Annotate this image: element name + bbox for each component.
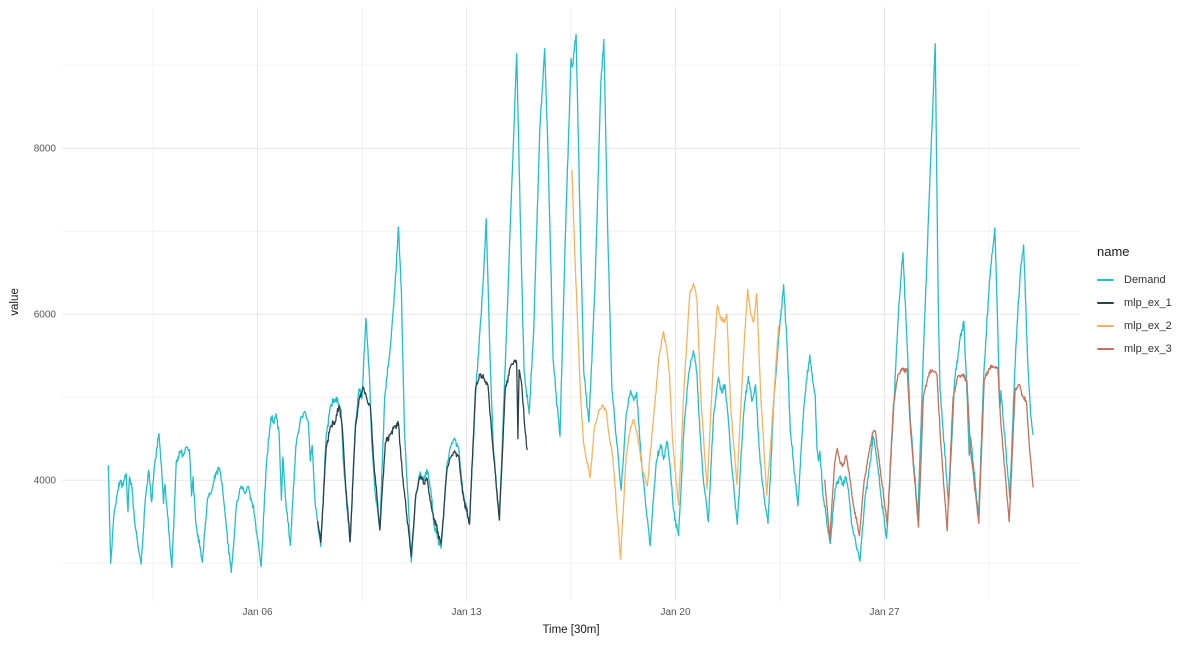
series-line-mlp-ex-1	[317, 359, 528, 558]
legend-key-line-mlp-ex-1	[1097, 301, 1114, 304]
legend-key-line-mlp-ex-3	[1097, 347, 1114, 350]
y-axis-title: value	[9, 288, 21, 316]
y-tick-label: 6000	[34, 310, 57, 321]
series-line-demand	[107, 33, 1034, 574]
y-tick-label: 8000	[34, 144, 57, 155]
legend-item-mlp-ex-1: mlp_ex_1	[1097, 291, 1172, 314]
x-tick-label: Jan 20	[660, 607, 690, 618]
series-line-mlp-ex-2	[571, 169, 780, 560]
legend-item-label: mlp_ex_2	[1124, 319, 1172, 332]
legend-title: name	[1097, 244, 1130, 259]
legend: name Demand mlp_ex_1 mlp_ex_2 mlp_ex_3	[1097, 244, 1172, 360]
x-axis-title: Time [30m]	[542, 624, 600, 636]
x-tick-label: Jan 27	[869, 607, 899, 618]
series-line-mlp-ex-3	[824, 364, 1034, 541]
legend-item-label: mlp_ex_1	[1124, 296, 1172, 309]
legend-item-demand: Demand	[1097, 268, 1172, 291]
legend-item-mlp-ex-2: mlp_ex_2	[1097, 314, 1172, 337]
legend-item-mlp-ex-3: mlp_ex_3	[1097, 337, 1172, 360]
legend-item-label: Demand	[1124, 273, 1166, 286]
y-tick-label: 4000	[34, 476, 57, 487]
legend-key-line-mlp-ex-2	[1097, 324, 1114, 327]
legend-key-line-demand	[1097, 278, 1114, 281]
x-tick-label: Jan 06	[242, 607, 272, 618]
x-tick-label: Jan 13	[451, 607, 481, 618]
legend-item-label: mlp_ex_3	[1124, 342, 1172, 355]
